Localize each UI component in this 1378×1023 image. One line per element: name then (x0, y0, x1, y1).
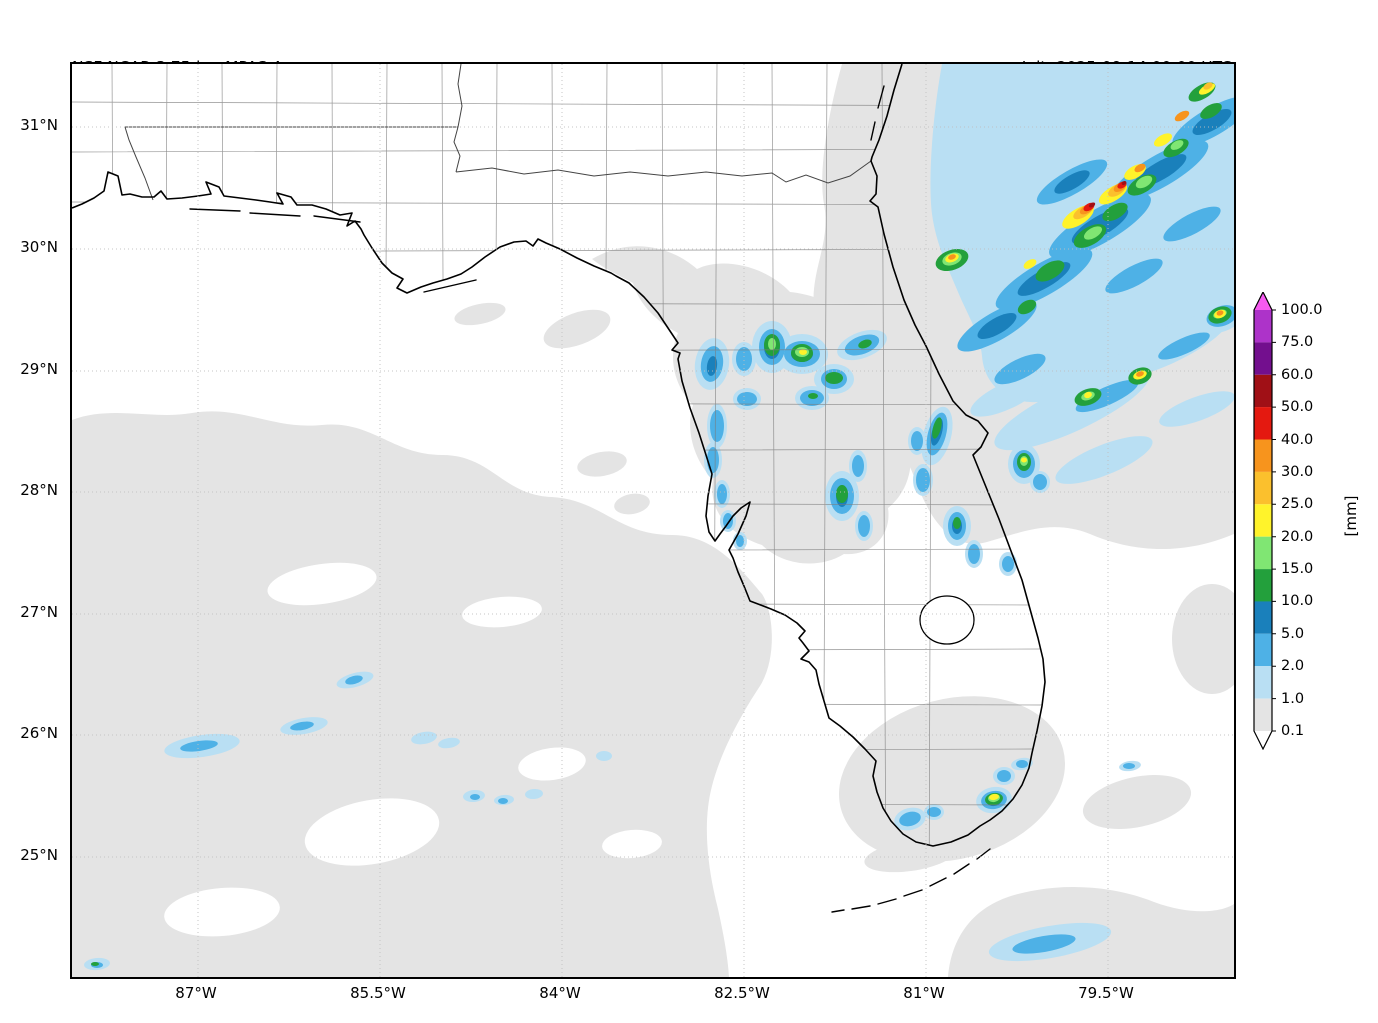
precip-dry-holes (164, 562, 662, 937)
state-borders (124, 64, 872, 201)
colorbar-tick-label: 20.0 (1281, 529, 1314, 545)
colorbar-tick-label: 40.0 (1281, 432, 1314, 448)
colorbar-tick-label: 100.0 (1281, 302, 1323, 318)
colorbar-canvas (1253, 290, 1276, 751)
lon-tick-label: 79.5°W (1078, 984, 1134, 1002)
lat-tick-label: 28°N (20, 481, 58, 499)
map-panel (70, 62, 1236, 979)
lat-tick-label: 27°N (20, 603, 58, 621)
colorbar-segment (1254, 407, 1272, 440)
lat-tick-label: 26°N (20, 724, 58, 742)
colorbar-over-arrow (1254, 292, 1272, 310)
colorbar-segment (1254, 666, 1272, 699)
lon-tick-label: 87°W (175, 984, 217, 1002)
islands-and-keys (189, 85, 991, 913)
colorbar (1253, 290, 1279, 751)
colorbar-tick-label: 30.0 (1281, 464, 1314, 480)
colorbar-segment (1254, 536, 1272, 570)
colorbar-segment (1254, 374, 1272, 408)
colorbar-segment (1254, 569, 1272, 602)
lon-tick-label: 85.5°W (350, 984, 406, 1002)
colorbar-segment (1254, 439, 1272, 472)
map-canvas (72, 64, 1234, 977)
lat-tick-label: 29°N (20, 360, 58, 378)
colorbar-tick-label: 50.0 (1281, 399, 1314, 415)
lon-tick-label: 84°W (539, 984, 581, 1002)
lon-tick-label: 81°W (903, 984, 945, 1002)
colorbar-unit-label: [mm] (1342, 495, 1360, 537)
colorbar-ticks (1272, 309, 1276, 732)
lake-okeechobee (919, 595, 975, 645)
colorbar-segment (1254, 601, 1272, 634)
colorbar-segment (1254, 698, 1272, 731)
colorbar-tick-label: 10.0 (1281, 593, 1314, 609)
colorbar-tick-label: 1.0 (1281, 691, 1305, 707)
colorbar-tick-label: 60.0 (1281, 367, 1314, 383)
precip-50mm-layer (1088, 181, 1127, 208)
colorbar-tick-label: 2.0 (1281, 658, 1305, 674)
lat-tick-label: 31°N (20, 116, 58, 134)
colorbar-under-arrow (1254, 731, 1272, 749)
colorbar-tick-label: 75.0 (1281, 334, 1314, 350)
coastline (72, 64, 1046, 847)
colorbar-segment (1254, 310, 1272, 343)
colorbar-tick-label: 0.1 (1281, 723, 1305, 739)
colorbar-tick-label: 5.0 (1281, 626, 1305, 642)
colorbar-segment (1254, 633, 1272, 667)
colorbar-segment (1254, 504, 1272, 537)
lon-tick-label: 82.5°W (714, 984, 770, 1002)
colorbar-segment (1254, 342, 1272, 375)
colorbar-tick-label: 15.0 (1281, 561, 1314, 577)
colorbar-tick-label: 25.0 (1281, 496, 1314, 512)
lat-tick-label: 25°N (20, 846, 58, 864)
colorbar-segment (1254, 471, 1272, 505)
graticule (72, 64, 1234, 977)
lat-tick-label: 30°N (20, 238, 58, 256)
